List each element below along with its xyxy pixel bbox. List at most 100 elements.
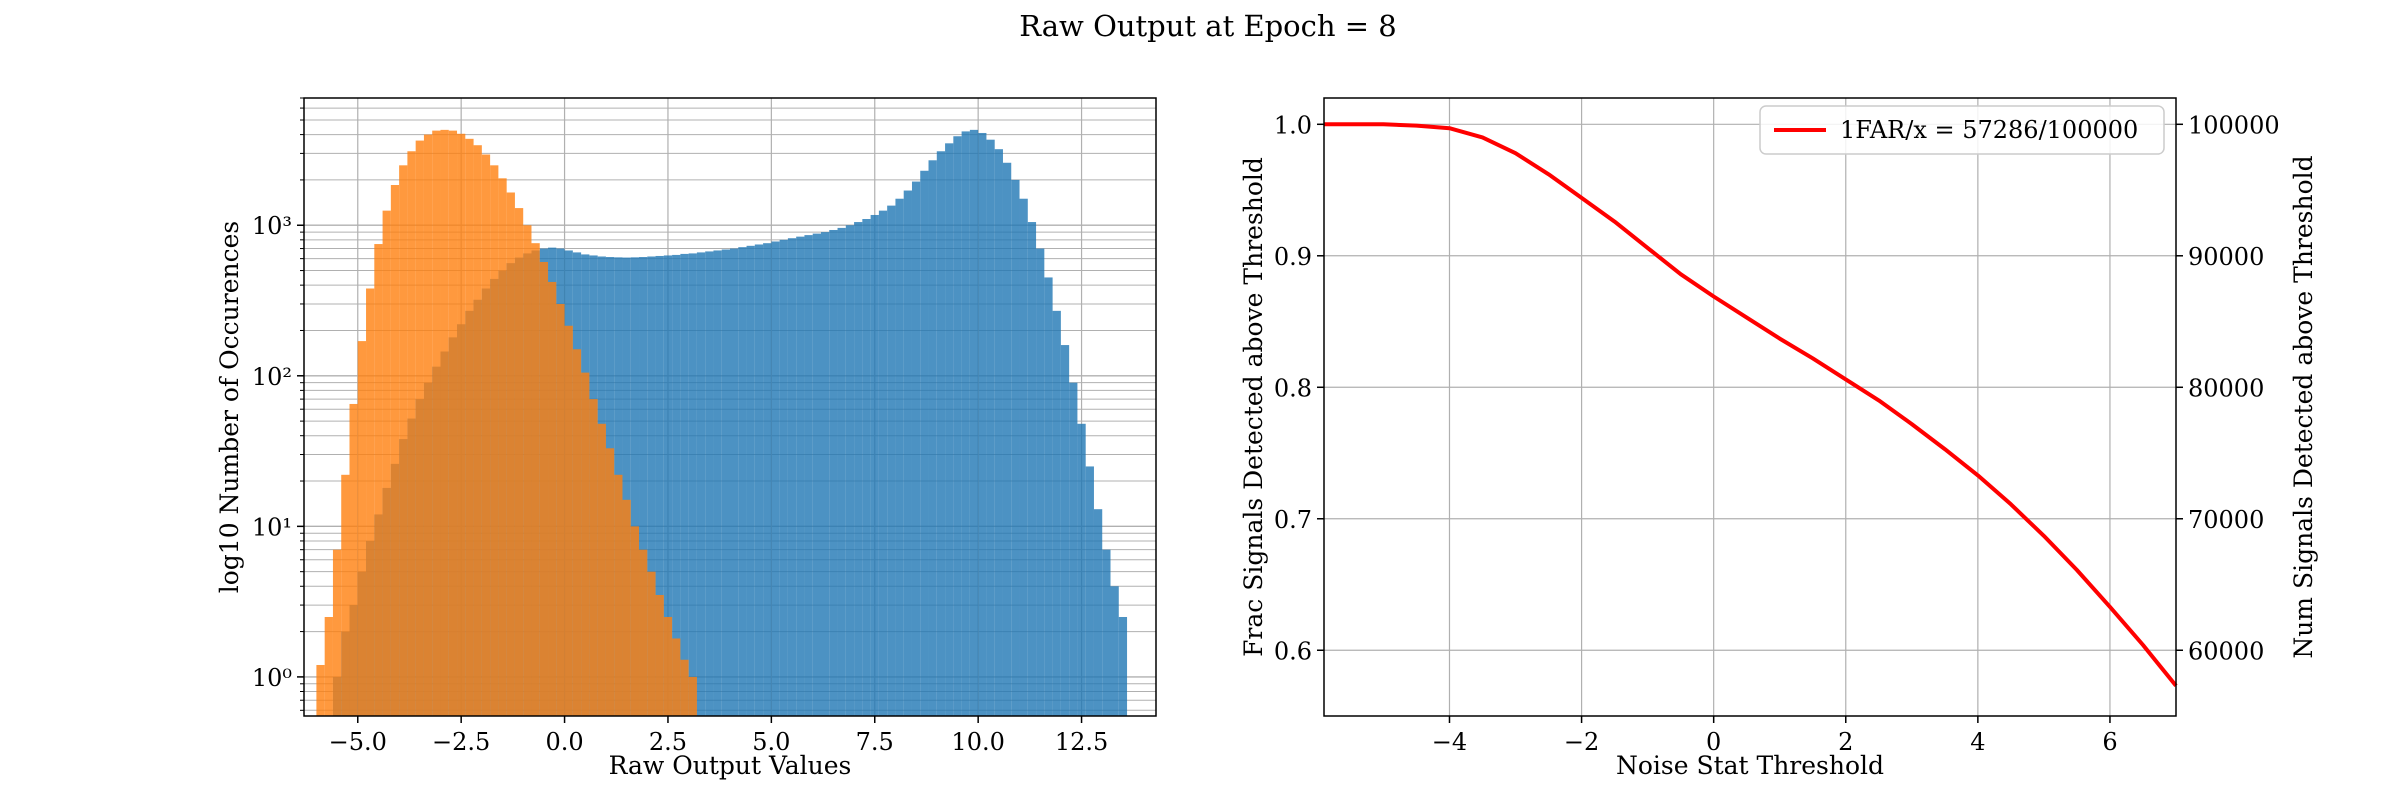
histogram-y-tick-label: 10³ xyxy=(252,212,292,240)
histogram-bar-series-2 xyxy=(614,474,623,716)
line-chart-left-y-tick-label: 1.0 xyxy=(1274,111,1312,139)
histogram-x-tick-label: 10.0 xyxy=(951,728,1004,756)
line-chart-x-tick-label: 4 xyxy=(1970,728,1985,756)
histogram-y-axis-label: log10 Number of Occurences xyxy=(215,221,244,594)
histogram-bar-series-2 xyxy=(465,138,474,716)
line-chart-x-tick-label: −4 xyxy=(1432,728,1467,756)
histogram-bar-series-1 xyxy=(680,253,689,716)
line-chart-right-y-tick-label: 100000 xyxy=(2188,111,2280,139)
histogram-panel: −5.0 −2.5 0.0 2.5 5.0 7.5 10.0 12.5 10⁰10¹10²10… xyxy=(215,97,1157,780)
histogram-x-tick-label: 7.5 xyxy=(856,728,894,756)
histogram-bar-series-2 xyxy=(605,448,615,716)
histogram-bar-series-1 xyxy=(829,229,838,716)
histogram-bar-series-1 xyxy=(1102,549,1111,716)
histogram-x-tick-label: 0.0 xyxy=(545,728,583,756)
line-chart-right-y-ticks: 60000 70000 80000 90000 100000 xyxy=(2176,111,2280,665)
histogram-bar-series-2 xyxy=(688,676,697,716)
histogram-bar-series-2 xyxy=(539,261,549,716)
histogram-bar-series-1 xyxy=(953,136,962,717)
line-chart-grid xyxy=(1324,98,2176,716)
histogram-bar-series-1 xyxy=(870,214,879,716)
line-chart-left-y-tick-label: 0.8 xyxy=(1274,374,1312,402)
histogram-bar-series-2 xyxy=(597,423,606,716)
histogram-bar-series-2 xyxy=(349,403,358,716)
histogram-frame xyxy=(303,97,1157,717)
histogram-bar-series-1 xyxy=(936,151,946,717)
histogram-y-tick-label: 10⁰ xyxy=(252,664,292,692)
histogram-x-tick-label: −5.0 xyxy=(329,728,387,756)
histogram-bar-series-1 xyxy=(1069,382,1078,716)
histogram-bar-series-1 xyxy=(1110,586,1119,716)
line-chart-right-y-tick-label: 90000 xyxy=(2188,243,2264,271)
histogram-x-ticks: −5.0 −2.5 0.0 2.5 5.0 7.5 10.0 12.5 xyxy=(329,716,1108,756)
histogram-bar-series-1 xyxy=(945,143,954,717)
histogram-bar-series-2 xyxy=(382,210,391,716)
histogram-y-tick-label: 10² xyxy=(252,363,292,391)
histogram-bar-series-1 xyxy=(1011,179,1020,716)
histogram-bar-series-2 xyxy=(399,165,408,717)
histogram-bar-series-1 xyxy=(754,244,764,716)
detection-curve-line xyxy=(1324,122,2178,688)
histogram-bar-series-1 xyxy=(1077,423,1086,716)
histogram-bar-series-1 xyxy=(1027,222,1037,716)
histogram-bar-series-1 xyxy=(887,205,896,716)
line-chart-right-y-tick-label: 70000 xyxy=(2188,506,2264,534)
histogram-bar-series-2 xyxy=(440,129,449,716)
histogram-bar-series-1 xyxy=(639,257,648,716)
histogram-x-axis-label: Raw Output Values xyxy=(609,751,852,780)
histogram-bar-series-1 xyxy=(721,249,730,716)
line-chart-x-axis-label: Noise Stat Threshold xyxy=(1616,751,1884,780)
histogram-bar-series-1 xyxy=(862,219,871,716)
histogram-bar-series-2 xyxy=(531,243,540,717)
histogram-bar-series-2 xyxy=(564,325,573,716)
histogram-bar-series-2 xyxy=(332,549,342,716)
histogram-bar-series-1 xyxy=(895,198,904,717)
histogram-bar-series-2 xyxy=(514,208,524,716)
line-chart-right-y-tick-label: 80000 xyxy=(2188,374,2264,402)
histogram-bars xyxy=(316,129,1128,717)
histogram-bar-series-2 xyxy=(407,151,416,717)
line-chart-x-ticks: −4 −2 0 2 4 6 xyxy=(1432,716,2118,756)
histogram-bar-series-1 xyxy=(911,181,921,716)
histogram-bar-series-2 xyxy=(481,154,491,716)
histogram-bar-series-2 xyxy=(457,133,466,717)
histogram-bar-series-1 xyxy=(705,251,714,716)
histogram-bar-series-1 xyxy=(845,225,855,716)
histogram-bar-series-1 xyxy=(771,241,780,716)
histogram-bar-series-1 xyxy=(961,131,970,716)
histogram-bar-series-2 xyxy=(341,474,350,716)
histogram-bar-series-1 xyxy=(920,170,929,717)
line-chart-x-tick-label: 2 xyxy=(1838,728,1853,756)
histogram-bar-series-2 xyxy=(581,372,590,716)
histogram-bar-series-2 xyxy=(473,145,482,717)
line-chart-left-y-tick-label: 0.9 xyxy=(1274,243,1312,271)
histogram-bar-series-1 xyxy=(837,227,846,716)
histogram-bar-series-1 xyxy=(655,255,664,717)
histogram-bar-series-2 xyxy=(432,130,441,716)
histogram-bar-series-1 xyxy=(1093,509,1103,716)
legend: 1FAR/x = 57286/100000 xyxy=(1759,105,2165,155)
figure-title: Raw Output at Epoch = 8 xyxy=(1019,9,1397,43)
line-chart-x-tick-label: 6 xyxy=(2102,728,2117,756)
histogram-bar-series-1 xyxy=(738,247,747,716)
histogram-bar-series-2 xyxy=(655,594,664,716)
histogram-bar-series-2 xyxy=(366,288,375,716)
histogram-y-ticks: 10⁰ 10¹ 10² 10³ xyxy=(252,97,304,711)
histogram-x-tick-label: 12.5 xyxy=(1055,728,1108,756)
histogram-bar-series-1 xyxy=(854,222,863,716)
histogram-bar-series-1 xyxy=(1036,248,1045,717)
line-chart-right-y-tick-label: 60000 xyxy=(2188,637,2264,665)
histogram-bar-series-2 xyxy=(672,638,681,716)
histogram-bar-series-1 xyxy=(630,257,640,716)
histogram-x-tick-label: 2.5 xyxy=(649,728,687,756)
histogram-bar-series-1 xyxy=(1044,277,1053,716)
histogram-bar-series-1 xyxy=(730,248,739,717)
line-chart-panel: −4 −2 0 2 4 6 0.6 0.7 0.8 0.9 1.0 60000 70000 80000… xyxy=(1239,97,2318,780)
histogram-bar-series-1 xyxy=(647,256,656,716)
histogram-bar-series-2 xyxy=(498,178,507,716)
histogram-bar-series-2 xyxy=(630,526,640,716)
histogram-bar-series-1 xyxy=(804,235,813,716)
histogram-bar-series-2 xyxy=(423,134,433,716)
histogram-bar-series-1 xyxy=(787,238,797,717)
